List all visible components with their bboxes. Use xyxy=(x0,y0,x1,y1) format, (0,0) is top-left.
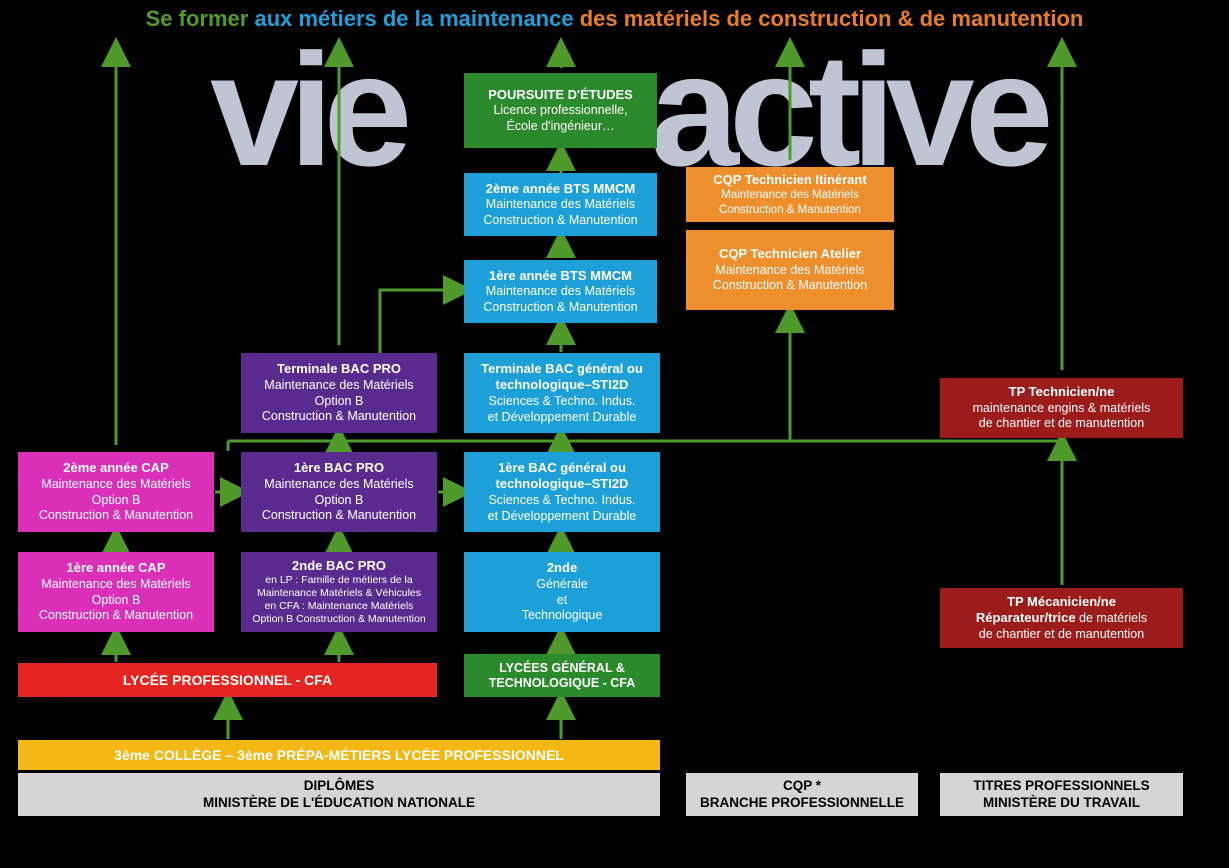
box-tp-technicien-title: TP Technicien/ne xyxy=(1009,384,1115,401)
footer-titres: TITRES PROFESSIONNELS MINISTÈRE DU TRAVA… xyxy=(940,773,1183,816)
box-bacgen-1-title: 1ère BAC général ou technologique–STI2D xyxy=(470,460,654,493)
box-cap-1: 1ère année CAPMaintenance des Matériels … xyxy=(18,552,214,632)
box-poursuite-etudes-desc: Licence professionnelle, École d'ingénie… xyxy=(493,103,627,134)
box-cqp-itinerant: CQP Technicien ItinérantMaintenance des … xyxy=(686,167,894,222)
box-bts-1-desc: Maintenance des Matériels Construction &… xyxy=(483,284,637,315)
box-bts-2-desc: Maintenance des Matériels Construction &… xyxy=(483,197,637,228)
box-bacpro-1: 1ère BAC PROMaintenance des Matériels Op… xyxy=(241,452,437,532)
box-bacgen-1-desc: Sciences & Techno. Indus. et Développeme… xyxy=(488,493,637,524)
footer-cqp: CQP * BRANCHE PROFESSIONNELLE xyxy=(686,773,918,816)
box-bacgen-2nde: 2ndeGénérale et Technologique xyxy=(464,552,660,632)
box-cap-1-title: 1ère année CAP xyxy=(67,560,166,577)
box-cqp-atelier-title: CQP Technicien Atelier xyxy=(719,246,861,263)
box-terminale-bacpro-title: Terminale BAC PRO xyxy=(277,361,401,378)
box-tp-technicien: TP Technicien/nemaintenance engins & mat… xyxy=(940,378,1183,438)
box-bacpro-1-title: 1ère BAC PRO xyxy=(294,460,384,477)
bar-lycee-general: LYCÉES GÉNÉRAL & TECHNOLOGIQUE - CFA xyxy=(464,654,660,697)
bg-word-active: active xyxy=(650,30,1044,190)
box-bacgen-2nde-title: 2nde xyxy=(547,560,577,577)
box-terminale-bacgen-desc: Sciences & Techno. Indus. et Développeme… xyxy=(488,394,637,425)
box-bts-1: 1ère année BTS MMCMMaintenance des Matér… xyxy=(464,260,657,323)
box-cqp-atelier: CQP Technicien AtelierMaintenance des Ma… xyxy=(686,230,894,310)
box-cap-1-desc: Maintenance des Matériels Option B Const… xyxy=(39,577,193,624)
box-bacpro-2nde-desc: en LP : Famille de métiers de la Mainten… xyxy=(252,574,425,627)
box-bts-2-title: 2ème année BTS MMCM xyxy=(486,181,636,198)
footer-diplomes: DIPLÔMES MINISTÈRE DE L'ÉDUCATION NATION… xyxy=(18,773,660,816)
box-cap-2-desc: Maintenance des Matériels Option B Const… xyxy=(39,477,193,524)
bar-college: 3ème COLLÈGE – 3ème PRÉPA-MÉTIERS LYCÉE … xyxy=(18,740,660,770)
box-bts-1-title: 1ère année BTS MMCM xyxy=(489,268,632,285)
box-terminale-bacpro-desc: Maintenance des Matériels Option B Const… xyxy=(262,378,416,425)
box-terminale-bacgen-title: Terminale BAC général ou technologique–S… xyxy=(470,361,654,394)
box-tp-mecanicien: TP Mécanicien/neRéparateur/trice de maté… xyxy=(940,588,1183,648)
box-cqp-itinerant-title: CQP Technicien Itinérant xyxy=(713,172,866,188)
box-bacgen-2nde-desc: Générale et Technologique xyxy=(522,577,603,624)
box-bacpro-1-desc: Maintenance des Matériels Option B Const… xyxy=(262,477,416,524)
box-bacpro-2nde: 2nde BAC PROen LP : Famille de métiers d… xyxy=(241,552,437,632)
box-cap-2: 2ème année CAPMaintenance des Matériels … xyxy=(18,452,214,532)
box-cqp-atelier-desc: Maintenance des Matériels Construction &… xyxy=(713,263,867,294)
box-cap-2-title: 2ème année CAP xyxy=(63,460,169,477)
box-bacgen-1: 1ère BAC général ou technologique–STI2DS… xyxy=(464,452,660,532)
bar-lycee-professionnel: LYCÉE PROFESSIONNEL - CFA xyxy=(18,663,437,697)
box-tp-technicien-desc: maintenance engins & matériels de chanti… xyxy=(973,401,1151,432)
box-terminale-bacpro: Terminale BAC PROMaintenance des Matérie… xyxy=(241,353,437,433)
box-poursuite-etudes: POURSUITE D'ÉTUDESLicence professionnell… xyxy=(464,73,657,148)
box-poursuite-etudes-title: POURSUITE D'ÉTUDES xyxy=(488,87,633,104)
box-cqp-itinerant-desc: Maintenance des Matériels Construction &… xyxy=(719,188,861,217)
bg-word-vie: vie xyxy=(210,30,402,190)
box-terminale-bacgen: Terminale BAC général ou technologique–S… xyxy=(464,353,660,433)
box-bts-2: 2ème année BTS MMCMMaintenance des Matér… xyxy=(464,173,657,236)
box-bacpro-2nde-title: 2nde BAC PRO xyxy=(292,558,386,574)
page-title: Se former aux métiers de la maintenance … xyxy=(0,6,1229,32)
